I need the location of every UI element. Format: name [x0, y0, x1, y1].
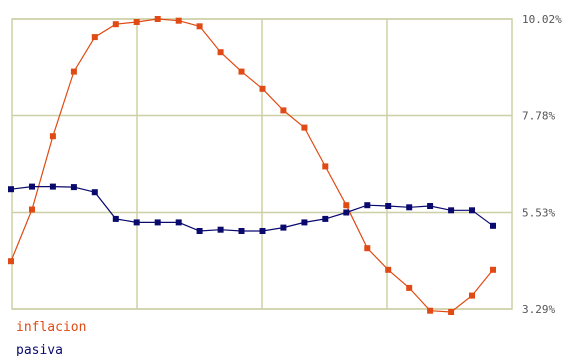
y-tick-label: 5.53%	[522, 206, 555, 219]
y-tick-label: 10.02%	[522, 13, 562, 26]
data-point-inflacion	[301, 124, 308, 131]
data-point-pasiva	[448, 207, 455, 214]
series-line-pasiva	[10, 186, 494, 232]
data-point-pasiva	[301, 219, 308, 226]
data-point-inflacion	[8, 258, 14, 265]
data-point-pasiva	[91, 189, 98, 196]
data-point-inflacion	[490, 266, 496, 273]
data-point-inflacion	[49, 133, 56, 140]
data-point-inflacion	[133, 19, 140, 25]
data-point-inflacion	[154, 16, 161, 22]
data-point-pasiva	[406, 204, 413, 211]
data-point-pasiva	[385, 203, 392, 209]
data-point-inflacion	[343, 202, 350, 209]
data-point-pasiva	[70, 184, 77, 191]
grid	[11, 18, 513, 310]
data-point-inflacion	[70, 68, 77, 75]
y-tick-label: 3.29%	[522, 303, 555, 316]
data-point-inflacion	[385, 266, 392, 273]
data-point-pasiva	[8, 186, 14, 193]
data-point-inflacion	[322, 163, 329, 170]
data-point-inflacion	[259, 85, 266, 92]
data-point-pasiva	[280, 224, 287, 231]
data-point-pasiva	[343, 209, 350, 216]
series-layer	[8, 16, 496, 315]
data-point-inflacion	[280, 107, 287, 114]
data-point-pasiva	[154, 219, 161, 226]
data-point-pasiva	[29, 183, 35, 190]
data-point-inflacion	[427, 307, 434, 314]
data-point-inflacion	[406, 284, 413, 291]
data-point-pasiva	[238, 228, 245, 234]
data-point-pasiva	[427, 203, 434, 209]
data-point-pasiva	[490, 222, 496, 229]
data-point-pasiva	[469, 207, 475, 214]
data-point-pasiva	[175, 219, 182, 226]
data-point-inflacion	[217, 49, 224, 56]
y-axis-labels: 3.29% 5.53% 7.78% 10.02%	[522, 13, 562, 316]
data-point-pasiva	[133, 219, 140, 226]
data-point-inflacion	[469, 292, 475, 299]
data-point-inflacion	[91, 34, 98, 41]
data-point-pasiva	[322, 215, 329, 222]
data-point-inflacion	[448, 309, 455, 315]
data-point-pasiva	[259, 228, 266, 234]
series-line-inflacion	[10, 18, 494, 313]
data-point-inflacion	[238, 68, 245, 75]
data-point-pasiva	[217, 226, 224, 233]
legend-label-pasiva: pasiva	[16, 343, 63, 356]
data-point-pasiva	[112, 215, 119, 222]
data-point-inflacion	[29, 206, 35, 213]
data-point-inflacion	[175, 17, 182, 24]
data-point-inflacion	[112, 21, 119, 28]
data-point-pasiva	[196, 228, 203, 234]
y-tick-label: 7.78%	[522, 110, 555, 123]
data-point-inflacion	[364, 245, 371, 252]
legend: inflacion pasiva	[16, 320, 86, 356]
data-point-pasiva	[49, 183, 56, 190]
data-point-pasiva	[364, 202, 371, 209]
data-point-inflacion	[196, 23, 203, 30]
legend-label-inflacion: inflacion	[16, 320, 86, 335]
